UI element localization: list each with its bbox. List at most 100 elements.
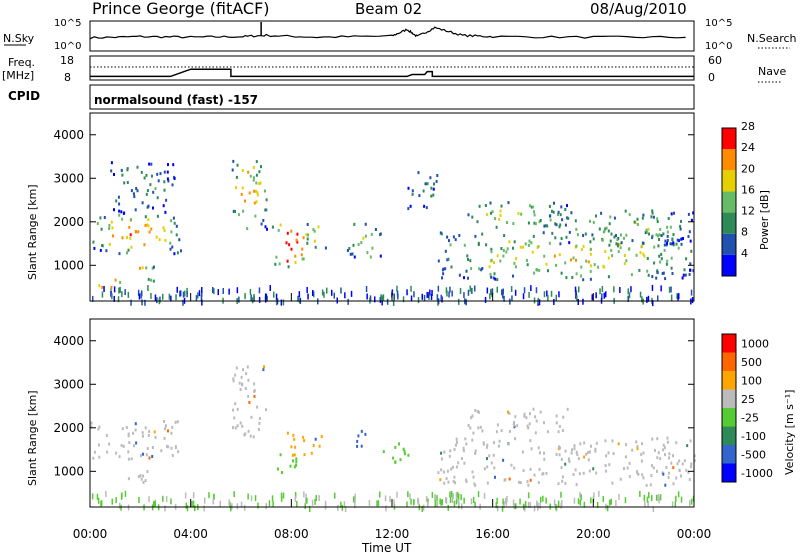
scatter-cell [507,442,510,446]
scatter-cell [173,221,176,225]
ground-scatter-cell [486,287,489,294]
scatter-cell [169,241,172,245]
scatter-cell [426,182,429,186]
scatter-cell [144,426,147,430]
ground-scatter-cell [213,288,215,295]
scatter-cell [246,365,249,369]
scatter-cell [592,237,595,241]
scatter-cell [499,213,502,217]
ground-scatter-cell [506,496,508,502]
scatter-cell [508,429,511,433]
scatter-cell [285,241,288,245]
scatter-cell [642,451,645,455]
colorbar-tick-label: 24 [741,141,755,154]
scatter-cell [127,477,130,481]
ground-scatter-cell [113,286,116,293]
colorbar-segment [722,149,736,171]
scatter-cell [682,237,684,240]
scatter-cell [670,256,673,260]
ground-scatter-cell [511,295,513,302]
scatter-cell [241,186,244,190]
scatter-cell [590,444,592,448]
ground-scatter-cell [539,502,541,509]
scatter-cell [486,481,489,485]
scatter-cell [513,240,516,244]
ground-scatter-cell [294,491,297,498]
scatter-cell [530,241,533,245]
ground-scatter-cell [410,285,412,292]
colorbar-frame [721,127,737,277]
scatter-cell [535,419,538,423]
scatter-cell [637,472,640,476]
scatter-cell [668,456,670,460]
scatter-cell [575,272,578,276]
scatter-cell [170,431,173,435]
ground-scatter-cell [671,501,674,508]
scatter-cell [633,220,636,224]
scatter-cell [551,209,553,213]
scatter-cell [573,447,576,451]
scatter-cell [147,224,150,228]
scatter-cell [159,172,162,176]
ground-scatter-cell [451,497,454,503]
ground-scatter-cell [647,501,649,508]
scatter-cell [517,212,520,215]
freq-label: Freq. [8,56,35,69]
ground-scatter-cell [690,498,693,505]
scatter-cell [360,429,363,433]
ground-scatter-cell [446,290,448,297]
scatter-cell [675,441,678,445]
scatter-cell [522,245,525,249]
scatter-cell [163,180,166,184]
scatter-cell [455,437,458,441]
scatter-cell [152,206,154,210]
scatter-cell [237,213,240,217]
scatter-cell [167,445,170,449]
scatter-cell [154,187,157,191]
scatter-cell [429,176,432,180]
scatter-cell [561,429,564,433]
scatter-cell [234,426,237,430]
ground-scatter-cell [186,505,189,512]
scatter-cell [279,223,282,227]
scatter-cell [656,469,658,473]
ground-scatter-cell [655,494,658,501]
scatter-cell [465,269,468,273]
scatter-cell [559,213,562,217]
scatter-cell [685,257,688,261]
scatter-cell [126,181,129,184]
ground-scatter-cell [463,292,465,299]
scatter-cell [256,405,259,409]
ground-scatter-cell [522,293,525,300]
scatter-cell [357,434,360,438]
scatter-cell [128,441,131,444]
nsky-panel: N.Sky 10^5 10^0 10^5 10^0 N.Search [3,18,797,52]
ground-scatter-cell [212,498,214,505]
cpid-panel: CPID normalsound (fast) -157 [8,84,695,110]
scatter-cell [666,234,669,238]
scatter-cell [171,425,174,429]
ground-scatter-cell [354,502,356,509]
scatter-cell [585,259,588,263]
ground-scatter-cell [282,492,285,499]
scatter-cell [242,209,245,213]
ground-scatter-cell [627,288,629,295]
scatter-cell [539,219,542,222]
scatter-cell [379,254,382,258]
scatter-cell [663,243,666,247]
scatter-cell [560,205,563,209]
scatter-cell [239,388,242,391]
scatter-cell [471,215,474,219]
scatter-cell [543,451,545,455]
scatter-cell [664,483,667,487]
ground-scatter-cell [192,500,195,507]
scatter-cell [127,457,130,461]
ground-scatter-cell [393,294,395,301]
ground-scatter-cell [657,495,659,502]
ground-scatter-cell [437,285,440,292]
scatter-cell [296,240,299,244]
ground-scatter-cell [413,499,415,506]
scatter-cell [678,469,681,473]
scatter-cell [123,181,126,185]
scatter-cell [394,460,397,464]
